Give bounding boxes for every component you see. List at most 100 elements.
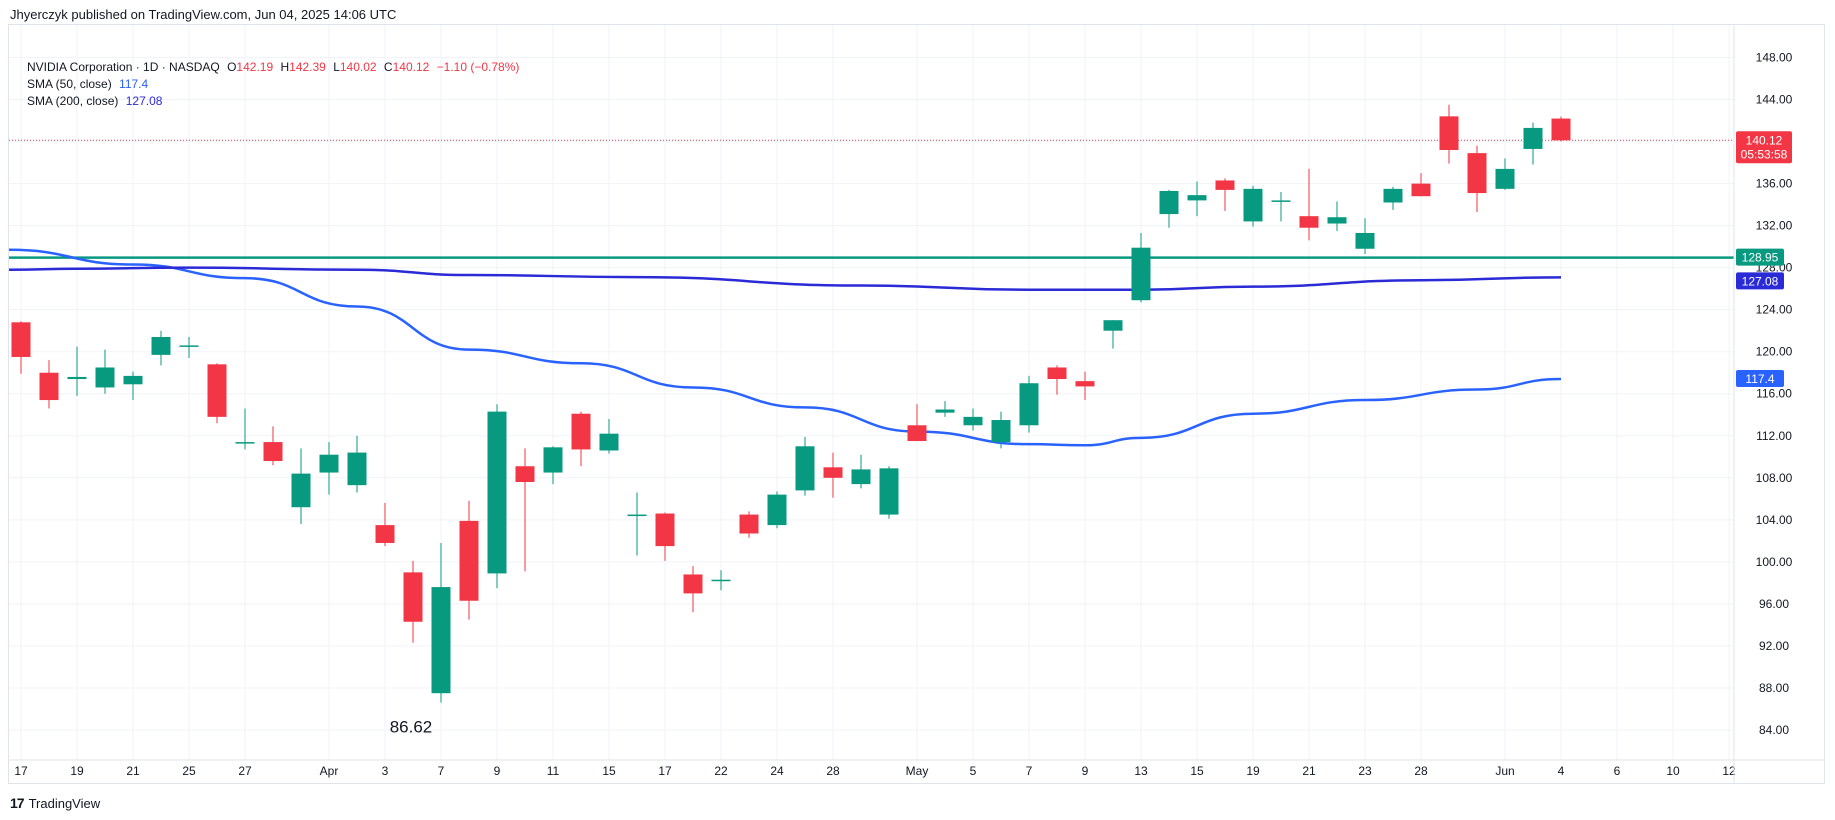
candle-up (1103, 320, 1123, 349)
candle-up (795, 436, 815, 496)
y-tick-label: 100.00 (1756, 555, 1793, 569)
candle-body (1383, 188, 1403, 203)
candle-up (291, 448, 311, 525)
x-tick-label: Jun (1495, 764, 1514, 778)
candle-body (1439, 116, 1459, 150)
candle-down (1467, 145, 1487, 212)
candle-body (1019, 383, 1039, 426)
x-tick-label: 22 (714, 764, 728, 778)
x-tick-label: 28 (1414, 764, 1428, 778)
candle-down (1551, 116, 1571, 142)
candle-body (739, 514, 759, 534)
tradingview-logo-icon[interactable]: 17 (10, 795, 25, 811)
candle-body (1215, 180, 1235, 190)
candle-down (1299, 168, 1319, 241)
candle-down (1047, 365, 1067, 395)
y-tick-label: 148.00 (1756, 51, 1793, 65)
candle-body (1159, 190, 1179, 215)
footer: 17 TradingView (10, 795, 100, 811)
x-tick-label: 28 (826, 764, 840, 778)
price-tag-label: 117.4 (1745, 372, 1774, 386)
x-tick-label: 7 (1026, 764, 1033, 778)
legend-sma200-value: 127.08 (125, 94, 163, 108)
y-tick-label: 132.00 (1756, 219, 1793, 233)
candle-down (739, 511, 759, 538)
candle-body (375, 525, 395, 543)
axes: 148.00144.00140.00136.00132.00128.00124.… (9, 25, 1824, 783)
low-annotation: 86.62 (390, 717, 433, 736)
legend-open-value: 142.19 (236, 60, 274, 74)
candle-up (767, 491, 787, 529)
candle-down (515, 448, 535, 572)
x-tick-label: 17 (14, 764, 28, 778)
candle-body (487, 411, 507, 574)
candle-body (347, 452, 367, 486)
candle-body (711, 579, 731, 582)
candle-body (67, 376, 87, 380)
x-tick-label: 21 (1302, 764, 1316, 778)
legend-row-symbol: NVIDIA Corporation · 1D · NASDAQ O142.19… (27, 59, 519, 76)
x-tick-label: 19 (70, 764, 84, 778)
legend-high-label: H (280, 60, 290, 74)
candle-up (1159, 189, 1179, 228)
candle-body (879, 468, 899, 515)
candle-body (11, 322, 31, 357)
candle-body (459, 520, 479, 601)
candle-body (431, 587, 451, 694)
candle-up (1271, 192, 1291, 222)
candle-up (1243, 185, 1263, 227)
legend-row-sma200[interactable]: SMA (200, close) 127.08 (27, 93, 519, 110)
footer-brand[interactable]: TradingView (28, 795, 101, 811)
legend-sma50-value: 117.4 (119, 77, 149, 91)
candles (11, 104, 1571, 703)
legend-sma200-label: SMA (200, close) (27, 94, 119, 108)
price-tag-bg (1736, 248, 1784, 266)
x-tick-label: 3 (382, 764, 389, 778)
candle-body (179, 345, 199, 347)
y-tick-label: 84.00 (1759, 723, 1789, 737)
x-tick-label: 4 (1558, 764, 1565, 778)
candle-body (515, 466, 535, 483)
sma50-line (9, 248, 1562, 447)
candle-up (599, 418, 619, 454)
candle-body (1299, 216, 1319, 228)
legend-low-value: 140.02 (339, 60, 377, 74)
x-tick-label: 9 (494, 764, 501, 778)
x-tick-label: 24 (770, 764, 784, 778)
candle-down (459, 500, 479, 620)
candle-up (963, 408, 983, 431)
candle-up (1187, 181, 1207, 217)
x-tick-label: 13 (1134, 764, 1148, 778)
x-tick-label: 10 (1666, 764, 1680, 778)
price-tag: 117.4 (1736, 370, 1784, 388)
candle-body (1411, 183, 1431, 197)
candle-body (1103, 320, 1123, 331)
candle-down (907, 404, 927, 442)
candle-up (1327, 201, 1347, 231)
candle-up (1355, 218, 1375, 254)
candle-body (1131, 247, 1151, 301)
candle-body (403, 572, 423, 622)
x-tick-label: 12 (1722, 764, 1736, 778)
legend-row-sma50[interactable]: SMA (50, close) 117.4 (27, 76, 519, 93)
candle-body (1047, 367, 1067, 380)
y-tick-label: 144.00 (1756, 93, 1793, 107)
candle-body (1187, 195, 1207, 201)
candle-body (907, 425, 927, 442)
candle-body (151, 337, 171, 355)
y-tick-label: 108.00 (1756, 471, 1793, 485)
price-tag-label: 140.12 (1746, 133, 1783, 147)
legend-symbol[interactable]: NVIDIA Corporation · 1D · NASDAQ (27, 60, 220, 74)
x-tick-label: 11 (547, 764, 560, 778)
candle-body (1495, 168, 1515, 189)
legend-low-label: L (333, 60, 340, 74)
candle-up (627, 492, 647, 556)
candle-up (991, 411, 1011, 449)
price-tag: 127.08 (1736, 272, 1784, 290)
candlestick-chart[interactable]: 148.00144.00140.00136.00132.00128.00124.… (9, 25, 1824, 783)
candle-body (823, 467, 843, 478)
candle-down (1411, 173, 1431, 197)
legend: NVIDIA Corporation · 1D · NASDAQ O142.19… (27, 59, 519, 110)
candle-up (851, 454, 871, 489)
